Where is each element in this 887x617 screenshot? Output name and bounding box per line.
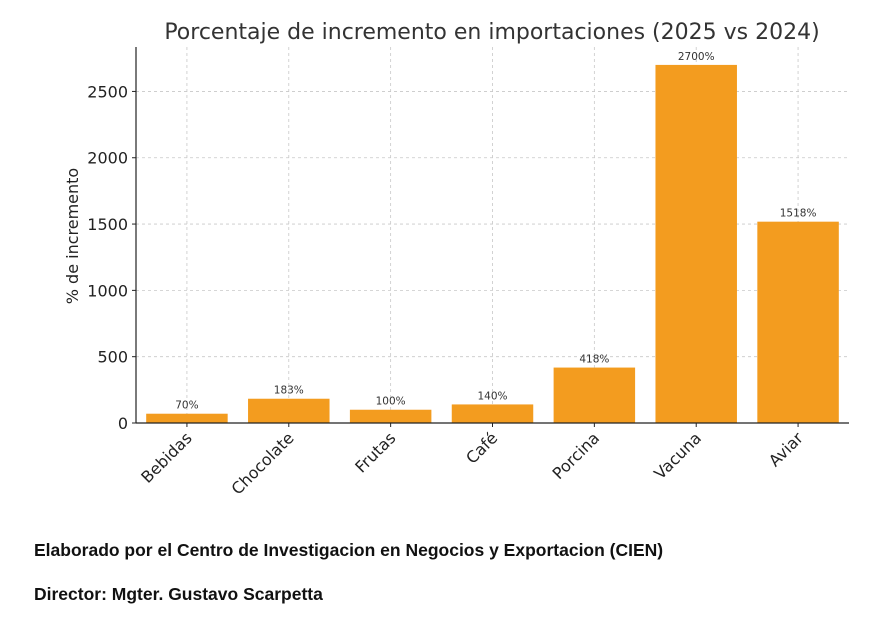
y-tick-label: 0 [118,414,128,433]
bar-aviar [757,221,839,423]
x-tick-label: Bebidas [137,428,195,486]
x-tick-labels: Bebidas Chocolate Frutas Café Porcina Vacuna A… [137,428,807,498]
x-tick-label: Café [462,428,501,467]
bar-frutas [349,409,432,423]
director-text: Director: Mgter. Gustavo Scarpetta [34,584,323,604]
bar-bebidas [146,413,228,423]
y-tick-label: 1000 [87,281,128,300]
chart-title: Porcentaje de incremento en importacione… [164,20,819,45]
x-tick-label: Porcina [549,428,604,483]
data-labels: 70% 183% 100% 140% 418% 2700% 1518% [175,51,816,412]
data-label: 1518% [780,208,817,220]
y-tick-label: 1500 [87,215,128,234]
data-label: 183% [274,385,304,397]
data-label: 418% [579,354,609,366]
data-label: 2700% [678,51,715,63]
bars [146,64,839,424]
x-tick-label: Vacuna [650,428,705,483]
data-label: 70% [175,400,198,412]
y-tick-label: 2500 [87,82,128,101]
data-label: 140% [477,390,507,402]
bar-chart: Porcentaje de incremento en importacione… [63,20,849,498]
axes [132,47,849,427]
y-axis-label: % de incremento [63,168,82,304]
bar-vacuna [655,64,737,424]
y-tick-labels: 0 500 1000 1500 2000 2500 [87,82,128,433]
x-tick-label: Chocolate [228,428,298,498]
x-tick-label: Aviar [765,428,807,470]
y-tick-label: 2000 [87,149,128,168]
credit-text: Elaborado por el Centro de Investigacion… [34,540,664,560]
y-tick-label: 500 [97,348,128,367]
x-tick-label: Frutas [351,428,399,476]
bar-chocolate [248,398,330,423]
bar-cafe [451,404,534,423]
bar-porcina [553,367,636,423]
grid [136,47,849,423]
data-label: 100% [376,396,406,408]
